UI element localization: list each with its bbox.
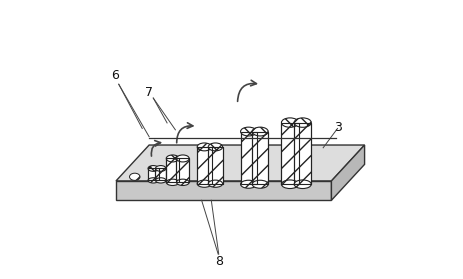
Ellipse shape — [129, 173, 140, 181]
Bar — [155, 169, 166, 181]
Ellipse shape — [176, 179, 189, 186]
Ellipse shape — [148, 178, 158, 183]
Ellipse shape — [197, 180, 211, 187]
Text: 8: 8 — [215, 254, 223, 268]
Ellipse shape — [166, 179, 179, 186]
Bar — [251, 131, 268, 184]
Ellipse shape — [240, 180, 256, 188]
Ellipse shape — [208, 143, 222, 151]
Polygon shape — [331, 145, 364, 200]
Ellipse shape — [166, 155, 179, 162]
Ellipse shape — [251, 127, 268, 136]
Ellipse shape — [155, 165, 166, 171]
Text: 3: 3 — [334, 121, 342, 134]
Bar — [197, 147, 211, 184]
Bar — [176, 158, 189, 182]
Ellipse shape — [281, 180, 298, 189]
Ellipse shape — [294, 118, 311, 127]
Ellipse shape — [294, 180, 311, 189]
Ellipse shape — [240, 127, 256, 136]
Bar — [155, 169, 166, 181]
Ellipse shape — [281, 118, 298, 127]
Bar — [281, 122, 298, 184]
Ellipse shape — [148, 165, 158, 171]
Bar — [240, 131, 256, 184]
Bar — [166, 158, 179, 182]
Bar — [166, 158, 179, 182]
Text: 6: 6 — [111, 69, 118, 83]
Polygon shape — [116, 181, 331, 200]
Bar — [208, 147, 222, 184]
Bar — [148, 169, 158, 181]
Ellipse shape — [197, 143, 211, 151]
Bar — [294, 122, 311, 184]
Bar — [176, 158, 189, 182]
Bar — [240, 131, 256, 184]
Ellipse shape — [155, 178, 166, 183]
Bar — [294, 122, 311, 184]
Bar — [148, 169, 158, 181]
Ellipse shape — [176, 155, 189, 162]
Text: 7: 7 — [145, 86, 153, 99]
Polygon shape — [116, 145, 364, 181]
Bar — [281, 122, 298, 184]
Bar — [208, 147, 222, 184]
Bar — [251, 131, 268, 184]
Ellipse shape — [251, 180, 268, 188]
Ellipse shape — [208, 180, 222, 187]
Bar — [197, 147, 211, 184]
